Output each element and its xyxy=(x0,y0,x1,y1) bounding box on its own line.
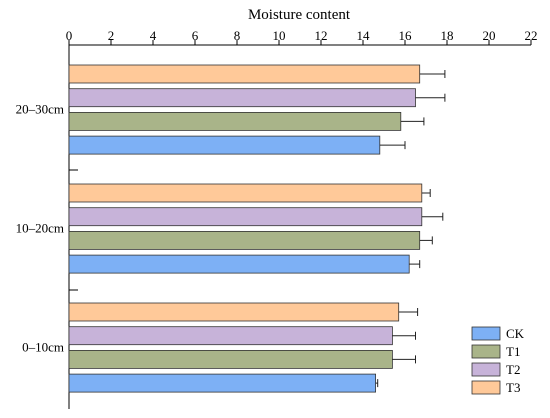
x-tick-label: 16 xyxy=(399,28,413,43)
x-tick-label: 0 xyxy=(66,28,73,43)
legend-swatch-t2 xyxy=(471,362,501,377)
legend-label-t3: T3 xyxy=(506,380,520,395)
x-tick-label: 10 xyxy=(273,28,286,43)
x-axis: 0 2 4 6 8 10 12 14 16 18 20 22 xyxy=(66,28,538,46)
bar-t1-0 xyxy=(68,112,402,131)
bar-t2-1 xyxy=(68,207,423,227)
bars xyxy=(68,64,446,393)
legend-swatch-t1 xyxy=(471,344,501,359)
bar-t3-1 xyxy=(68,183,423,203)
y-category-label: 20–30cm xyxy=(16,102,64,117)
x-tick-label: 14 xyxy=(357,28,371,43)
y-category-label: 0–10cm xyxy=(22,340,64,355)
legend-label-t1: T1 xyxy=(506,344,520,359)
x-tick-label: 18 xyxy=(441,28,454,43)
bar-t3-0 xyxy=(68,64,421,84)
bar-ck-2 xyxy=(68,373,377,393)
x-tick-label: 12 xyxy=(315,28,328,43)
legend-swatch-ck xyxy=(471,326,501,341)
bar-t3-2 xyxy=(68,302,400,322)
x-tick-label: 22 xyxy=(525,28,538,43)
bar-t2-0 xyxy=(68,88,416,108)
x-tick-label: 2 xyxy=(108,28,115,43)
y-category-label: 10–20cm xyxy=(16,221,64,236)
legend-label-t2: T2 xyxy=(506,362,520,377)
x-tick-label: 8 xyxy=(234,28,241,43)
legend-label-ck: CK xyxy=(506,326,525,341)
x-tick-label: 4 xyxy=(150,28,157,43)
chart-title: Moisture content xyxy=(248,7,351,23)
legend-swatch-t3 xyxy=(471,380,501,395)
x-tick-label: 6 xyxy=(192,28,199,43)
bar-ck-0 xyxy=(68,135,381,155)
x-tick-label: 20 xyxy=(483,28,496,43)
bar-t1-2 xyxy=(68,349,393,369)
bar-t2-2 xyxy=(68,326,393,346)
legend: CK T1 T2 T3 xyxy=(471,326,525,395)
bar-ck-1 xyxy=(68,254,410,274)
bar-t1-1 xyxy=(68,230,421,250)
